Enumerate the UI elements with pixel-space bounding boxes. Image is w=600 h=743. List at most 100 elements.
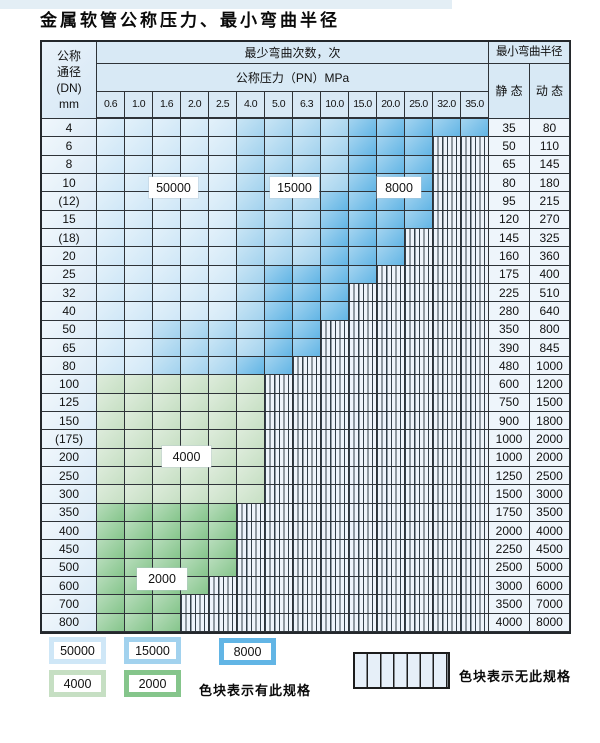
spec-cell-8000 (321, 228, 349, 248)
spec-cell-8000 (349, 192, 377, 211)
no-spec-cell (293, 357, 321, 376)
spec-cell-8000 (321, 210, 349, 229)
dynamic-value: 1500 (530, 393, 570, 413)
dynamic-value: 180 (530, 173, 570, 193)
dynamic-value: 5000 (530, 558, 570, 578)
no-spec-cell (349, 503, 377, 523)
spec-cell-8000 (237, 357, 265, 376)
spec-cell-50000 (153, 119, 181, 138)
static-value: 1000 (489, 430, 530, 449)
spec-cell-15000 (209, 357, 237, 376)
pressure-tick-2.0: 2.0 (181, 92, 209, 119)
spec-cell-15000 (265, 228, 293, 248)
spec-cell-15000 (237, 137, 265, 156)
static-value: 2250 (489, 540, 530, 559)
spec-cell-15000 (265, 137, 293, 156)
no-spec-cell (461, 173, 489, 193)
pressure-header: 公称压力（PN）MPa (97, 64, 489, 92)
no-spec-cell (461, 338, 489, 358)
no-spec-cell (321, 357, 349, 376)
dn-label-(12): (12) (42, 192, 97, 211)
no-spec-cell (237, 503, 265, 523)
spec-cell-2000 (209, 503, 237, 523)
spec-cell-15000 (321, 119, 349, 138)
bend-cycles-header: 最少弯曲次数，次 (97, 42, 489, 64)
spec-cell-15000 (237, 338, 265, 358)
dynamic-column-header: 动 态 (530, 64, 570, 119)
spec-cell-15000 (237, 302, 265, 321)
spec-cell-2000 (153, 522, 181, 541)
no-spec-cell (433, 283, 461, 303)
spec-cell-2000 (209, 540, 237, 559)
pressure-tick-35.0: 35.0 (461, 92, 489, 119)
spec-cell-50000 (97, 283, 125, 303)
spec-cell-50000 (209, 283, 237, 303)
static-value: 80 (489, 173, 530, 193)
spec-cell-8000 (293, 283, 321, 303)
no-spec-cell (461, 320, 489, 339)
spec-cell-4000 (125, 467, 153, 486)
no-spec-cell (265, 522, 293, 541)
no-spec-cell (433, 265, 461, 284)
no-spec-cell (265, 393, 293, 413)
spec-cell-4000 (209, 375, 237, 394)
no-spec-cell (209, 577, 237, 596)
spec-cell-50000 (97, 210, 125, 229)
static-value: 480 (489, 357, 530, 376)
no-spec-cell (293, 577, 321, 596)
spec-cell-50000 (125, 192, 153, 211)
spec-cell-8000 (293, 265, 321, 284)
no-spec-cell (237, 522, 265, 541)
legend-swatch-2000: 2000 (124, 670, 181, 697)
dn-label-40: 40 (42, 302, 97, 321)
spec-cell-4000 (237, 485, 265, 504)
region-label-8000: 8000 (377, 177, 421, 198)
no-spec-cell (237, 577, 265, 596)
no-spec-cell (405, 558, 433, 578)
spec-cell-2000 (125, 522, 153, 541)
legend-swatch-15000: 15000 (124, 637, 181, 664)
spec-cell-50000 (97, 265, 125, 284)
no-spec-cell (461, 412, 489, 431)
no-spec-cell (461, 430, 489, 449)
spec-cell-50000 (97, 247, 125, 266)
pressure-tick-5.0: 5.0 (265, 92, 293, 119)
spec-cell-50000 (181, 210, 209, 229)
spec-cell-50000 (125, 210, 153, 229)
dynamic-value: 145 (530, 155, 570, 174)
page-title: 金属软管公称压力、最小弯曲半径 (40, 11, 340, 31)
no-spec-cell (377, 522, 405, 541)
spec-cell-2000 (97, 503, 125, 523)
no-spec-cell (405, 228, 433, 248)
spec-cell-15000 (293, 247, 321, 266)
static-value: 3000 (489, 577, 530, 596)
no-spec-cell (405, 320, 433, 339)
dynamic-value: 1200 (530, 375, 570, 394)
spec-cell-8000 (265, 357, 293, 376)
no-spec-cell (377, 613, 405, 632)
spec-cell-15000 (153, 320, 181, 339)
spec-cell-2000 (97, 558, 125, 578)
spec-cell-4000 (181, 412, 209, 431)
no-spec-cell (461, 137, 489, 156)
spec-cell-15000 (265, 155, 293, 174)
spec-cell-15000 (293, 210, 321, 229)
spec-cell-50000 (97, 228, 125, 248)
no-spec-cell (433, 228, 461, 248)
no-spec-cell (461, 522, 489, 541)
spec-cell-2000 (181, 503, 209, 523)
dn-label-150: 150 (42, 412, 97, 431)
spec-cell-8000 (349, 210, 377, 229)
spec-cell-4000 (237, 375, 265, 394)
spec-cell-4000 (125, 375, 153, 394)
spec-cell-8000 (321, 302, 349, 321)
dn-label-700: 700 (42, 595, 97, 614)
no-spec-cell (461, 393, 489, 413)
no-spec-cell (461, 192, 489, 211)
spec-cell-2000 (209, 558, 237, 578)
spec-cell-50000 (97, 357, 125, 376)
spec-cell-8000 (265, 283, 293, 303)
spec-cell-15000 (237, 210, 265, 229)
spec-cell-8000 (377, 119, 405, 138)
spec-cell-8000 (405, 119, 433, 138)
